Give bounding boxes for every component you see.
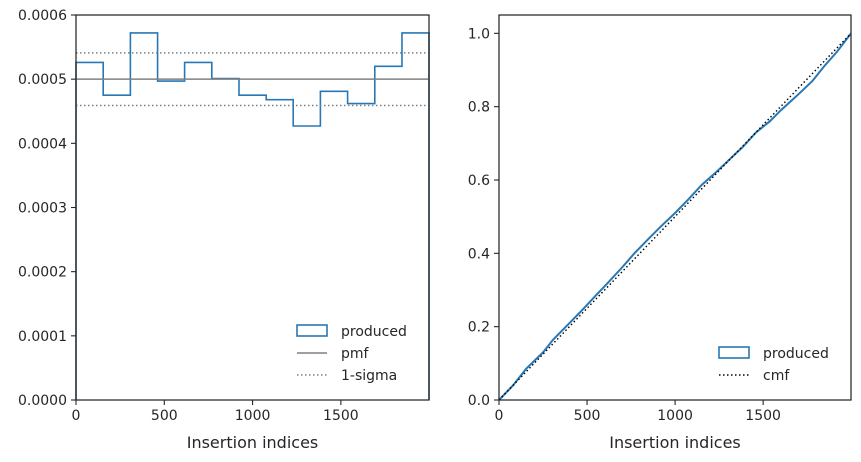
legend-produced-label: produced [341,324,407,340]
x-tick-label: 1500 [745,408,781,424]
y-tick-label: 0.0 [468,393,490,409]
x-tick-label: 500 [151,408,178,424]
y-tick-label: 0.0001 [18,329,67,345]
x-tick-label: 0 [495,408,504,424]
y-tick-label: 0.0002 [18,265,67,281]
left-panel-pmf: 0 500 1000 1500 0.0000 0.0001 0.0002 0.0003 0.00… [18,8,430,452]
x-axis-title: Insertion indices [609,433,741,452]
y-tick-label: 0.0003 [18,201,67,217]
legend-produced-label: produced [763,346,829,362]
y-tick-label: 0.6 [468,173,490,189]
y-tick-label: 0.0000 [18,393,67,409]
legend-1-sigma-label: 1-sigma [341,368,397,384]
y-tick-label: 0.0004 [18,136,67,152]
legend-produced-swatch [296,324,328,337]
y-tick-label: 0.2 [468,320,490,336]
y-tick-label: 0.8 [468,100,490,116]
series-cmf-line [498,32,852,401]
right-panel-cmf: 0 500 1000 1500 0.0 0.2 0.4 0.6 0.8 1.0 Insertion … [468,14,852,452]
x-tick-label: 1000 [235,408,271,424]
x-tick-label: 1500 [323,408,359,424]
series-produced-line [498,32,852,401]
y-tick-label: 1.0 [468,26,490,42]
series-produced-step [75,32,430,400]
y-tick-label: 0.0006 [18,8,67,24]
x-tick-label: 0 [72,408,81,424]
x-tick-label: 1000 [657,408,693,424]
plot-frame [75,14,430,401]
legend-cmf-label: cmf [763,368,790,384]
y-tick-label: 0.0005 [18,72,67,88]
legend-pmf-label: pmf [341,346,370,362]
x-axis-title: Insertion indices [187,433,319,452]
legend-produced-swatch [718,346,750,359]
y-tick-label: 0.4 [468,246,490,262]
x-tick-label: 500 [574,408,601,424]
